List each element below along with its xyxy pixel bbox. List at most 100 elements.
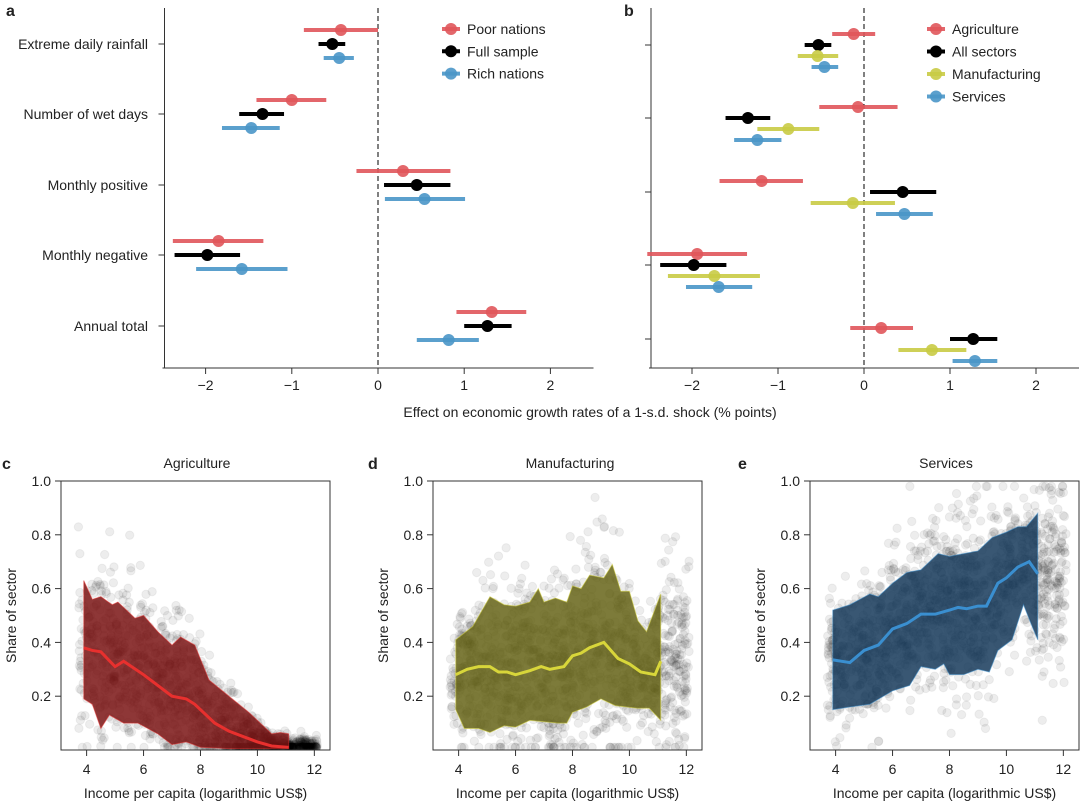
scatter-point — [616, 742, 627, 750]
scatter-point — [645, 596, 656, 606]
scatter-point — [680, 612, 691, 622]
scatter-point — [605, 717, 615, 728]
scatter-point — [302, 742, 312, 750]
scatter-point — [595, 567, 605, 577]
panel-label-c: c — [2, 456, 11, 473]
scatter-point — [873, 736, 884, 746]
scatter-point — [1057, 481, 1068, 492]
scatter-point — [296, 742, 306, 750]
scatter-point — [1039, 565, 1050, 576]
scatter-point — [680, 598, 690, 608]
panel-label-b: b — [624, 3, 634, 20]
scatter-point — [672, 660, 683, 670]
scatter-point — [513, 588, 523, 598]
scatter-point — [226, 678, 236, 688]
scatter-point — [297, 742, 307, 750]
scatter-point — [290, 739, 300, 750]
scatter-point — [986, 511, 996, 522]
scatter-point — [680, 731, 690, 742]
scatter-point — [678, 664, 689, 674]
scatter-point — [1043, 540, 1053, 550]
scatter-point — [892, 523, 902, 533]
scatter-point — [1038, 589, 1049, 599]
scatter-point — [1047, 559, 1058, 570]
legend-marker — [930, 23, 942, 35]
scatter-point — [858, 709, 868, 719]
row-label: Monthly positive — [48, 177, 149, 193]
scatter-point — [592, 517, 602, 527]
scatter-point — [1059, 542, 1070, 552]
scatter-point — [1060, 547, 1070, 558]
point-full-sample — [481, 320, 494, 332]
scatter-point — [614, 742, 624, 750]
scatter-point — [1054, 487, 1064, 497]
legend-label: Agriculture — [952, 21, 1019, 37]
scatter-point — [1043, 557, 1054, 567]
scatter-point — [226, 687, 236, 698]
scatter-point — [909, 530, 920, 541]
scatter-point — [592, 727, 602, 737]
point-services — [818, 61, 831, 73]
scatter-point — [930, 530, 940, 541]
scatter-point — [1056, 577, 1066, 588]
scatter-point — [292, 737, 302, 747]
scatter-point — [965, 679, 975, 690]
scatter-point — [298, 740, 308, 750]
scatter-point — [311, 742, 321, 750]
scatter-point — [938, 682, 949, 693]
scatter-point — [951, 513, 961, 523]
scatter-point — [301, 737, 312, 748]
scatter-point — [667, 626, 677, 637]
scatter-point — [932, 541, 942, 552]
scatter-point — [886, 565, 896, 575]
scatter-point — [140, 730, 151, 741]
scatter-point — [682, 683, 692, 694]
scatter-point — [670, 727, 681, 738]
scatter-point — [296, 742, 306, 750]
scatter-point — [1037, 513, 1048, 524]
scatter-point — [972, 491, 982, 501]
scatter-point — [124, 727, 134, 738]
scatter-point — [664, 599, 675, 610]
scatter-point — [989, 527, 999, 537]
scatter-point — [583, 527, 593, 537]
y-axis-label: Share of sector — [375, 568, 391, 663]
scatter-point — [293, 737, 304, 747]
scatter-point — [311, 730, 322, 741]
scatter-point — [681, 564, 691, 574]
scatter-point — [458, 728, 468, 738]
scatter-point — [543, 742, 554, 750]
scatter-point — [307, 742, 317, 750]
scatter-point — [924, 539, 934, 549]
scatter-point — [305, 742, 315, 750]
interval-band — [83, 580, 290, 750]
scatter-point — [300, 738, 310, 748]
y-tick-label: 0.8 — [32, 527, 52, 543]
scatter-point — [622, 722, 632, 733]
scatter-point — [595, 723, 605, 734]
scatter-point — [840, 571, 851, 581]
x-tick-label: 6 — [512, 761, 520, 777]
scatter-point — [548, 739, 558, 750]
scatter-point — [464, 614, 474, 624]
scatter-point — [675, 666, 686, 677]
plot-frame — [432, 480, 703, 751]
scatter-point — [679, 692, 689, 703]
scatter-point — [488, 581, 499, 592]
scatter-point — [611, 714, 622, 724]
scatter-point — [549, 742, 559, 750]
scatter-point — [907, 516, 917, 527]
scatter-point — [671, 652, 681, 662]
legend-label: Manufacturing — [952, 66, 1041, 82]
scatter-point — [1047, 527, 1057, 537]
point-all-sectors — [687, 259, 700, 271]
scatter-point — [1056, 611, 1067, 622]
scatter-point — [1059, 677, 1069, 688]
scatter-point — [311, 734, 322, 745]
scatter-point — [936, 541, 946, 551]
scatter-point — [1045, 534, 1055, 544]
scatter-point — [1046, 489, 1056, 499]
scatter-point — [1038, 558, 1048, 568]
scatter-point — [1040, 519, 1050, 529]
scatter-point — [302, 742, 313, 750]
